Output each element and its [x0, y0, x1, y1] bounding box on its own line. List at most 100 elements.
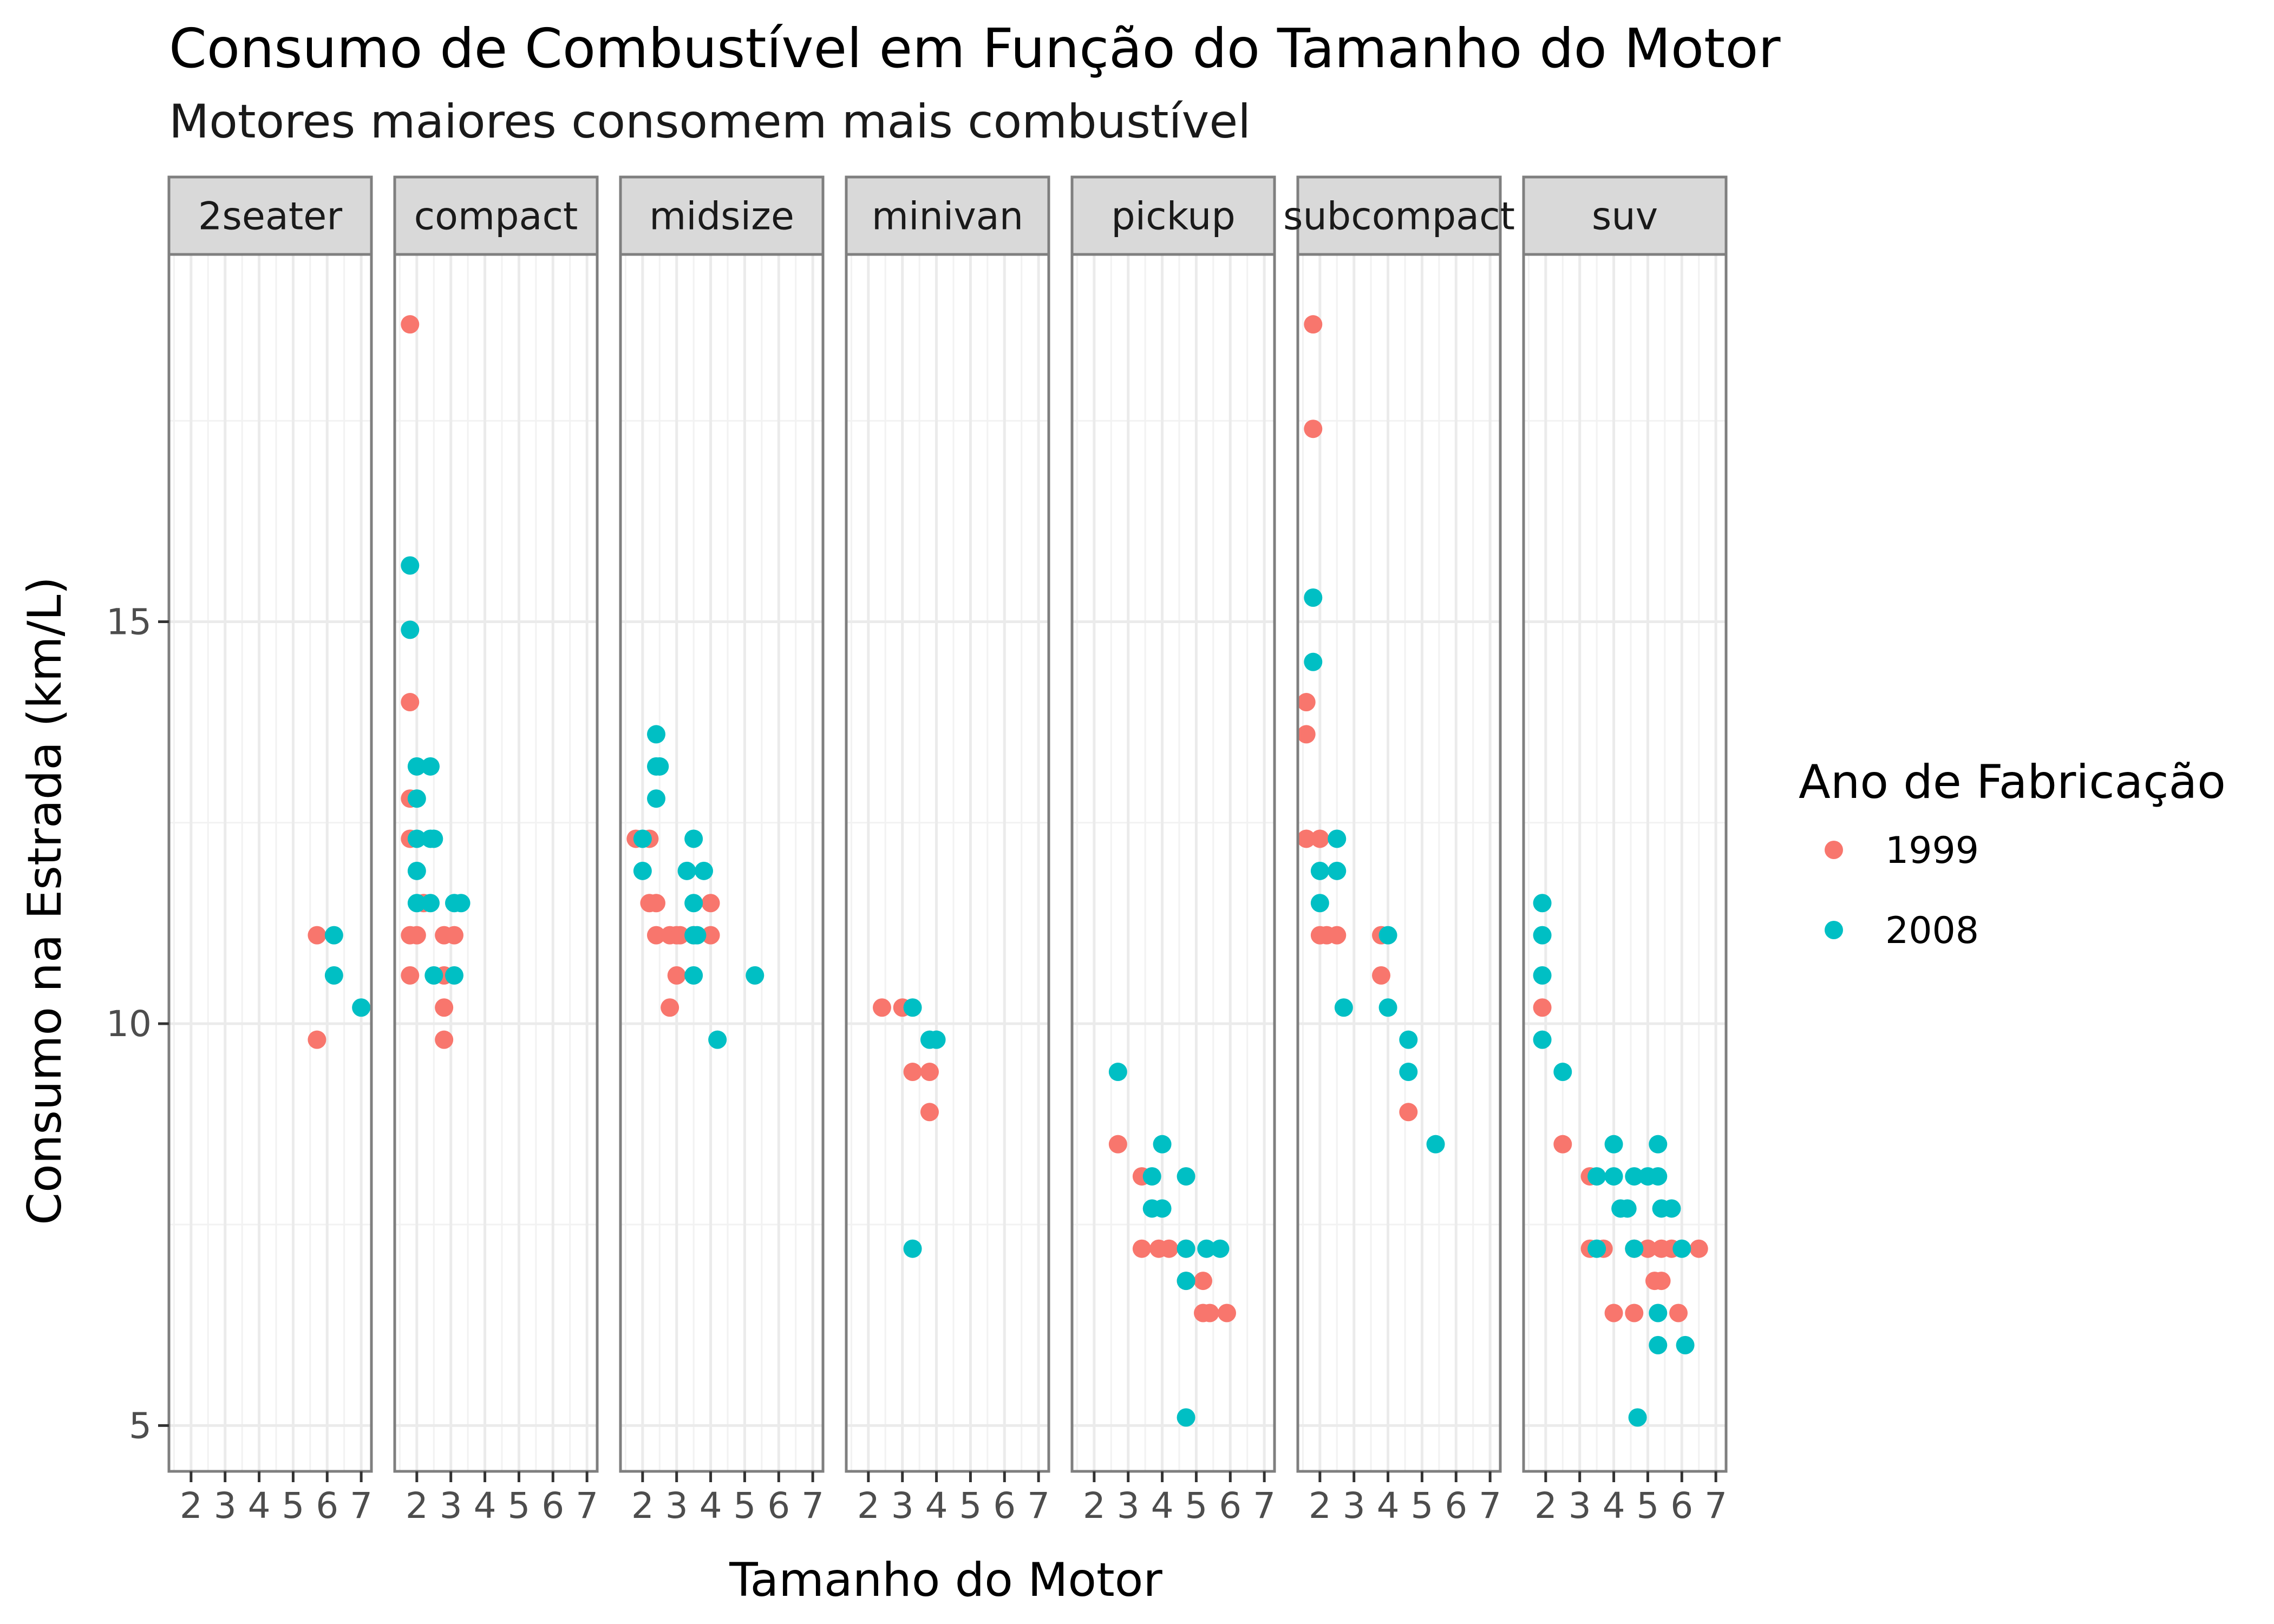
x-tick-label: 6: [1445, 1485, 1467, 1527]
legend-title: Ano de Fabricação: [1799, 755, 2226, 809]
x-tick-label: 5: [282, 1485, 304, 1527]
x-tick-label: 4: [474, 1485, 496, 1527]
data-point-1999: [401, 315, 420, 334]
panel-border: [845, 253, 1050, 1473]
x-tick-label: 7: [576, 1485, 598, 1527]
x-tick-label: 2: [406, 1485, 428, 1527]
data-point-2008: [401, 556, 420, 575]
data-point-2008: [401, 620, 420, 639]
data-point-2008: [1310, 861, 1329, 880]
x-tick-label: 5: [1185, 1485, 1207, 1527]
x-tick-label: 7: [1253, 1485, 1276, 1527]
data-point-1999: [1652, 1272, 1671, 1291]
chart-subtitle: Motores maiores consomem mais combustíve…: [169, 95, 1251, 149]
x-tick-label: 4: [925, 1485, 948, 1527]
facet-strip-label: subcompact: [1283, 194, 1515, 239]
facet-panel-pickup: pickup 2 3 4 5 6 7: [1070, 175, 1276, 1527]
facet-panel-midsize: midsize 2 3 4 5 6 7: [619, 175, 825, 1527]
facet-strip: [393, 175, 599, 256]
data-point-2008: [421, 757, 440, 776]
legend-key-2008: [1825, 921, 1843, 939]
y-axis-title: Consumo na Estrada (km/L): [18, 577, 72, 1225]
y-axis: 5 10 15: [106, 601, 169, 1446]
facet-strip: [845, 175, 1050, 256]
facet-strip: [1296, 175, 1502, 256]
data-point-2008: [1304, 652, 1323, 671]
data-point-1999: [701, 894, 720, 913]
x-tick-label: 7: [801, 1485, 824, 1527]
data-point-2008: [1587, 1167, 1606, 1186]
data-point-2008: [1628, 1408, 1647, 1427]
data-point-2008: [684, 966, 703, 985]
data-point-2008: [1153, 1135, 1172, 1154]
data-point-2008: [633, 861, 652, 880]
data-point-1999: [903, 1063, 922, 1082]
legend-item-2008: 2008: [1825, 909, 1979, 952]
panel-border: [393, 253, 599, 1473]
data-point-2008: [1334, 998, 1353, 1017]
data-point-1999: [1132, 1239, 1151, 1258]
data-point-2008: [1604, 1135, 1623, 1154]
data-point-1999: [435, 998, 454, 1017]
data-point-2008: [903, 998, 922, 1017]
data-point-2008: [1676, 1335, 1695, 1354]
x-tick-label: 3: [214, 1485, 237, 1527]
x-tick-label: 6: [767, 1485, 790, 1527]
data-point-2008: [1177, 1167, 1195, 1186]
y-tick-label: 10: [106, 1003, 152, 1045]
data-point-1999: [1304, 315, 1323, 334]
x-tick-label: 7: [1479, 1485, 1501, 1527]
x-tick-label: 3: [665, 1485, 688, 1527]
data-point-2008: [1399, 1063, 1418, 1082]
data-point-2008: [1310, 894, 1329, 913]
x-tick-label: 3: [1117, 1485, 1140, 1527]
data-point-2008: [1177, 1272, 1195, 1291]
data-point-1999: [401, 693, 420, 712]
data-point-1999: [671, 926, 689, 945]
facet-panel-subcompact: subcompact 2 3 4 5 6 7: [1283, 175, 1515, 1527]
data-point-2008: [695, 861, 713, 880]
data-point-1999: [1108, 1135, 1127, 1154]
panel-background: [395, 254, 597, 1471]
data-point-2008: [684, 894, 703, 913]
data-point-1999: [1200, 1304, 1219, 1322]
data-point-2008: [1533, 926, 1552, 945]
facet-strip-label: suv: [1592, 194, 1658, 239]
facet-strip-label: 2seater: [198, 194, 342, 239]
data-point-2008: [647, 725, 665, 744]
x-tick-label: 4: [700, 1485, 722, 1527]
x-tick-label: 4: [1151, 1485, 1174, 1527]
legend-key-1999: [1825, 841, 1843, 859]
data-point-1999: [920, 1063, 939, 1082]
facet-panel-suv: suv 2 3 4 5 6 7: [1522, 175, 1728, 1527]
x-tick-label: 2: [1309, 1485, 1331, 1527]
data-point-2008: [452, 894, 471, 913]
legend-keys: 1999 2008: [1825, 829, 1979, 952]
data-point-1999: [1372, 966, 1390, 985]
data-point-2008: [1304, 588, 1323, 607]
panel-background: [169, 254, 371, 1471]
data-point-2008: [1378, 998, 1397, 1017]
data-point-1999: [407, 926, 426, 945]
facet-strip-label: minivan: [872, 194, 1023, 239]
data-point-2008: [1399, 1030, 1418, 1049]
data-point-2008: [407, 757, 426, 776]
data-point-1999: [1297, 725, 1316, 744]
data-point-2008: [650, 757, 669, 776]
facet-strip: [1070, 175, 1276, 256]
data-point-1999: [1553, 1135, 1572, 1154]
data-point-2008: [927, 1030, 946, 1049]
data-point-2008: [1649, 1167, 1668, 1186]
data-point-2008: [1197, 1239, 1216, 1258]
data-point-2008: [407, 829, 426, 848]
data-point-2008: [1649, 1135, 1668, 1154]
x-tick-label: 7: [1027, 1485, 1050, 1527]
data-point-2008: [1672, 1239, 1691, 1258]
x-tick-label: 6: [1219, 1485, 1241, 1527]
x-tick-label: 4: [1603, 1485, 1625, 1527]
data-point-1999: [1218, 1304, 1236, 1322]
panel-background: [1524, 254, 1726, 1471]
x-tick-label: 2: [631, 1485, 654, 1527]
data-point-2008: [1662, 1199, 1681, 1218]
